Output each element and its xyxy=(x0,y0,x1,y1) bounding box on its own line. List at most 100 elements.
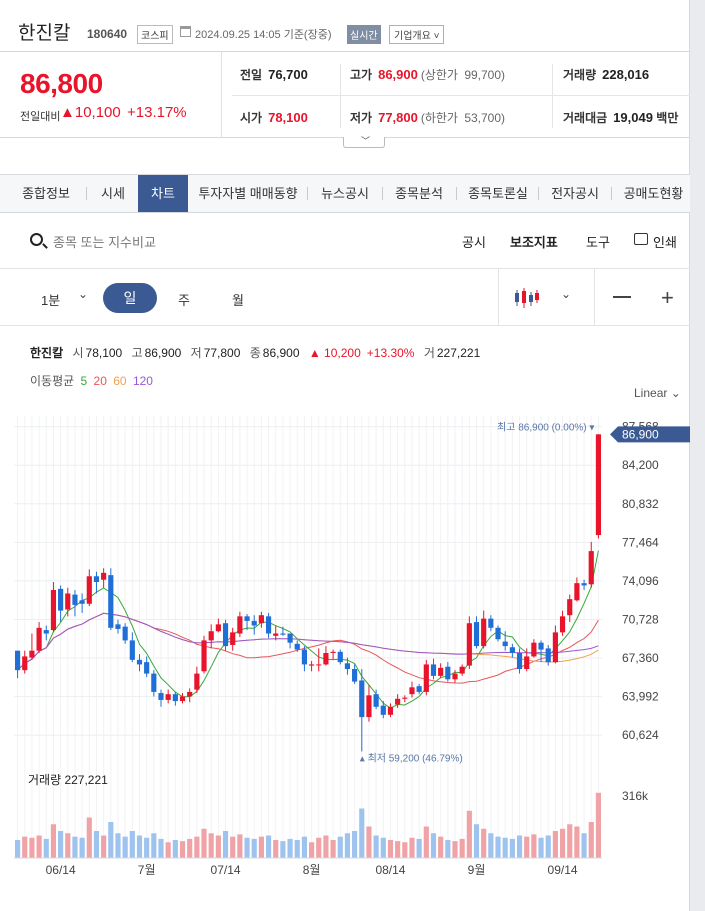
candle-body xyxy=(309,664,315,666)
change-label: 전일대비 xyxy=(20,111,61,123)
candle-body xyxy=(595,434,601,536)
chevron-down-icon[interactable]: ⌄ xyxy=(78,287,89,301)
volume-bar xyxy=(524,836,530,858)
chart-legend: 한진칼 시 78,100 고 86,900 저 77,800 종 86,900 ▲ 10… xyxy=(30,344,486,361)
legend-low: 77,800 xyxy=(203,346,241,360)
candle-body xyxy=(58,588,64,611)
candle-body xyxy=(129,640,135,660)
volume-bar xyxy=(301,836,307,858)
tab-news[interactable]: 뉴스공시 xyxy=(321,186,369,201)
company-overview-label: 기업개요 xyxy=(394,31,431,42)
volume-bar xyxy=(294,840,300,858)
legend-open: 78,100 xyxy=(85,346,123,360)
tools-link[interactable]: 도구 xyxy=(586,235,610,250)
candle-body xyxy=(136,659,143,665)
candle-body xyxy=(273,633,279,636)
candle-body xyxy=(108,575,114,628)
volume-bar xyxy=(330,840,336,858)
volume-bar xyxy=(538,837,544,858)
candle-body xyxy=(438,667,444,676)
low-price: 저가 77,800 (하한가 53,700) xyxy=(350,110,506,125)
candle-body xyxy=(258,615,264,624)
x-tick-label: 08/14 xyxy=(375,863,405,877)
ma-120-line xyxy=(17,612,599,671)
search-icon[interactable] xyxy=(30,233,43,246)
y-tick-label: 67,360 xyxy=(622,651,659,665)
tab-discussion[interactable]: 종목토론실 xyxy=(468,186,528,201)
chart-search-bar: 종목 또는 지수비교 공시 보조지표 도구 인쇄 xyxy=(0,213,690,269)
legend-open-label: 시 xyxy=(72,346,84,360)
tab-disclosure[interactable]: 전자공시 xyxy=(551,186,599,201)
ma-60-line xyxy=(17,612,599,671)
legend-close: 86,900 xyxy=(262,346,300,360)
scale-mode-select[interactable]: Linear ⌄ xyxy=(634,386,681,400)
print-link[interactable]: 인쇄 xyxy=(653,235,677,250)
company-overview-button[interactable]: 기업개요 ˅ xyxy=(389,25,445,44)
chevron-down-icon[interactable]: ⌄ xyxy=(561,287,572,301)
volume-bar xyxy=(395,841,401,858)
volume-bar xyxy=(287,838,293,858)
candle-body xyxy=(402,697,408,699)
stock-name: 한진칼 xyxy=(18,23,71,44)
volume-bar xyxy=(230,836,236,858)
volume-bar xyxy=(409,837,415,858)
volume-bar xyxy=(380,837,386,858)
zoom-in-button[interactable]: + xyxy=(661,285,674,310)
candlestick-chart[interactable]: 60,624 63,992 67,360 70,728 74,096 77,464 80,8… xyxy=(0,400,690,900)
candlestick-icon[interactable] xyxy=(514,287,540,309)
candle-body xyxy=(115,624,121,629)
candle-body xyxy=(158,693,164,700)
candle-body xyxy=(194,673,200,690)
volume-bar xyxy=(531,834,537,858)
ma-label: 이동평균 xyxy=(30,374,75,388)
tab-summary[interactable]: 종합정보 xyxy=(22,186,70,201)
expand-toggle[interactable]: ﹀ xyxy=(343,136,385,148)
volume-bar xyxy=(194,836,200,858)
candle-body xyxy=(43,630,49,634)
candle-body xyxy=(373,694,379,707)
disclosure-link[interactable]: 공시 xyxy=(462,235,486,250)
y-tick-label: 80,832 xyxy=(622,497,659,511)
period-week-button[interactable]: 주 xyxy=(178,293,190,308)
interval-select[interactable]: 1분 xyxy=(41,293,61,308)
volume-bar xyxy=(337,836,343,858)
candle-body xyxy=(574,583,580,601)
volume-bar xyxy=(58,831,64,858)
up-triangle-icon: ▲ xyxy=(60,104,75,121)
volume-bar xyxy=(222,831,229,858)
candle-body xyxy=(567,599,573,616)
tab-investor-trading[interactable]: 투자자별 매매동향 xyxy=(198,186,298,201)
candle-body xyxy=(165,694,171,700)
zoom-out-button[interactable] xyxy=(613,296,631,298)
volume-bar xyxy=(416,838,422,858)
volume-bar xyxy=(79,837,85,858)
candle-body xyxy=(337,651,343,663)
stock-header: 한진칼 180640 코스피 2024.09.25 14:05 기준(장중) 실… xyxy=(0,0,690,52)
min-annotation: ▴ 최저 59,200 (46.79%) xyxy=(360,752,463,764)
period-month-button[interactable]: 월 xyxy=(232,293,244,308)
volume-bar xyxy=(488,833,494,858)
candle-body xyxy=(323,652,329,665)
tab-chart[interactable]: 차트 xyxy=(138,175,188,212)
volume-bar xyxy=(445,840,451,858)
candle-body xyxy=(101,572,107,580)
candle-body xyxy=(488,618,494,628)
candle-body xyxy=(93,576,100,582)
candle-body xyxy=(545,648,551,663)
y-tick-label: 77,464 xyxy=(622,535,659,549)
candle-body xyxy=(15,650,21,671)
volume-bar xyxy=(208,833,214,858)
tab-quotes[interactable]: 시세 xyxy=(101,186,125,201)
compare-search-input[interactable]: 종목 또는 지수비교 xyxy=(53,235,156,250)
period-day-button[interactable]: 일 xyxy=(103,283,157,313)
stock-code: 180640 xyxy=(87,27,128,41)
tab-short-selling[interactable]: 공매도현황 xyxy=(623,186,684,201)
realtime-badge[interactable]: 실시간 xyxy=(347,25,381,44)
volume-bar xyxy=(144,837,150,858)
printer-icon[interactable] xyxy=(634,233,648,245)
tab-analysis[interactable]: 종목분석 xyxy=(395,186,443,201)
indicators-link[interactable]: 보조지표 xyxy=(510,235,558,250)
candle-body xyxy=(387,706,394,715)
candle-body xyxy=(538,642,544,650)
chart-toolbar: 1분 ⌄ 일 주 월 ⌄ + xyxy=(0,269,690,326)
